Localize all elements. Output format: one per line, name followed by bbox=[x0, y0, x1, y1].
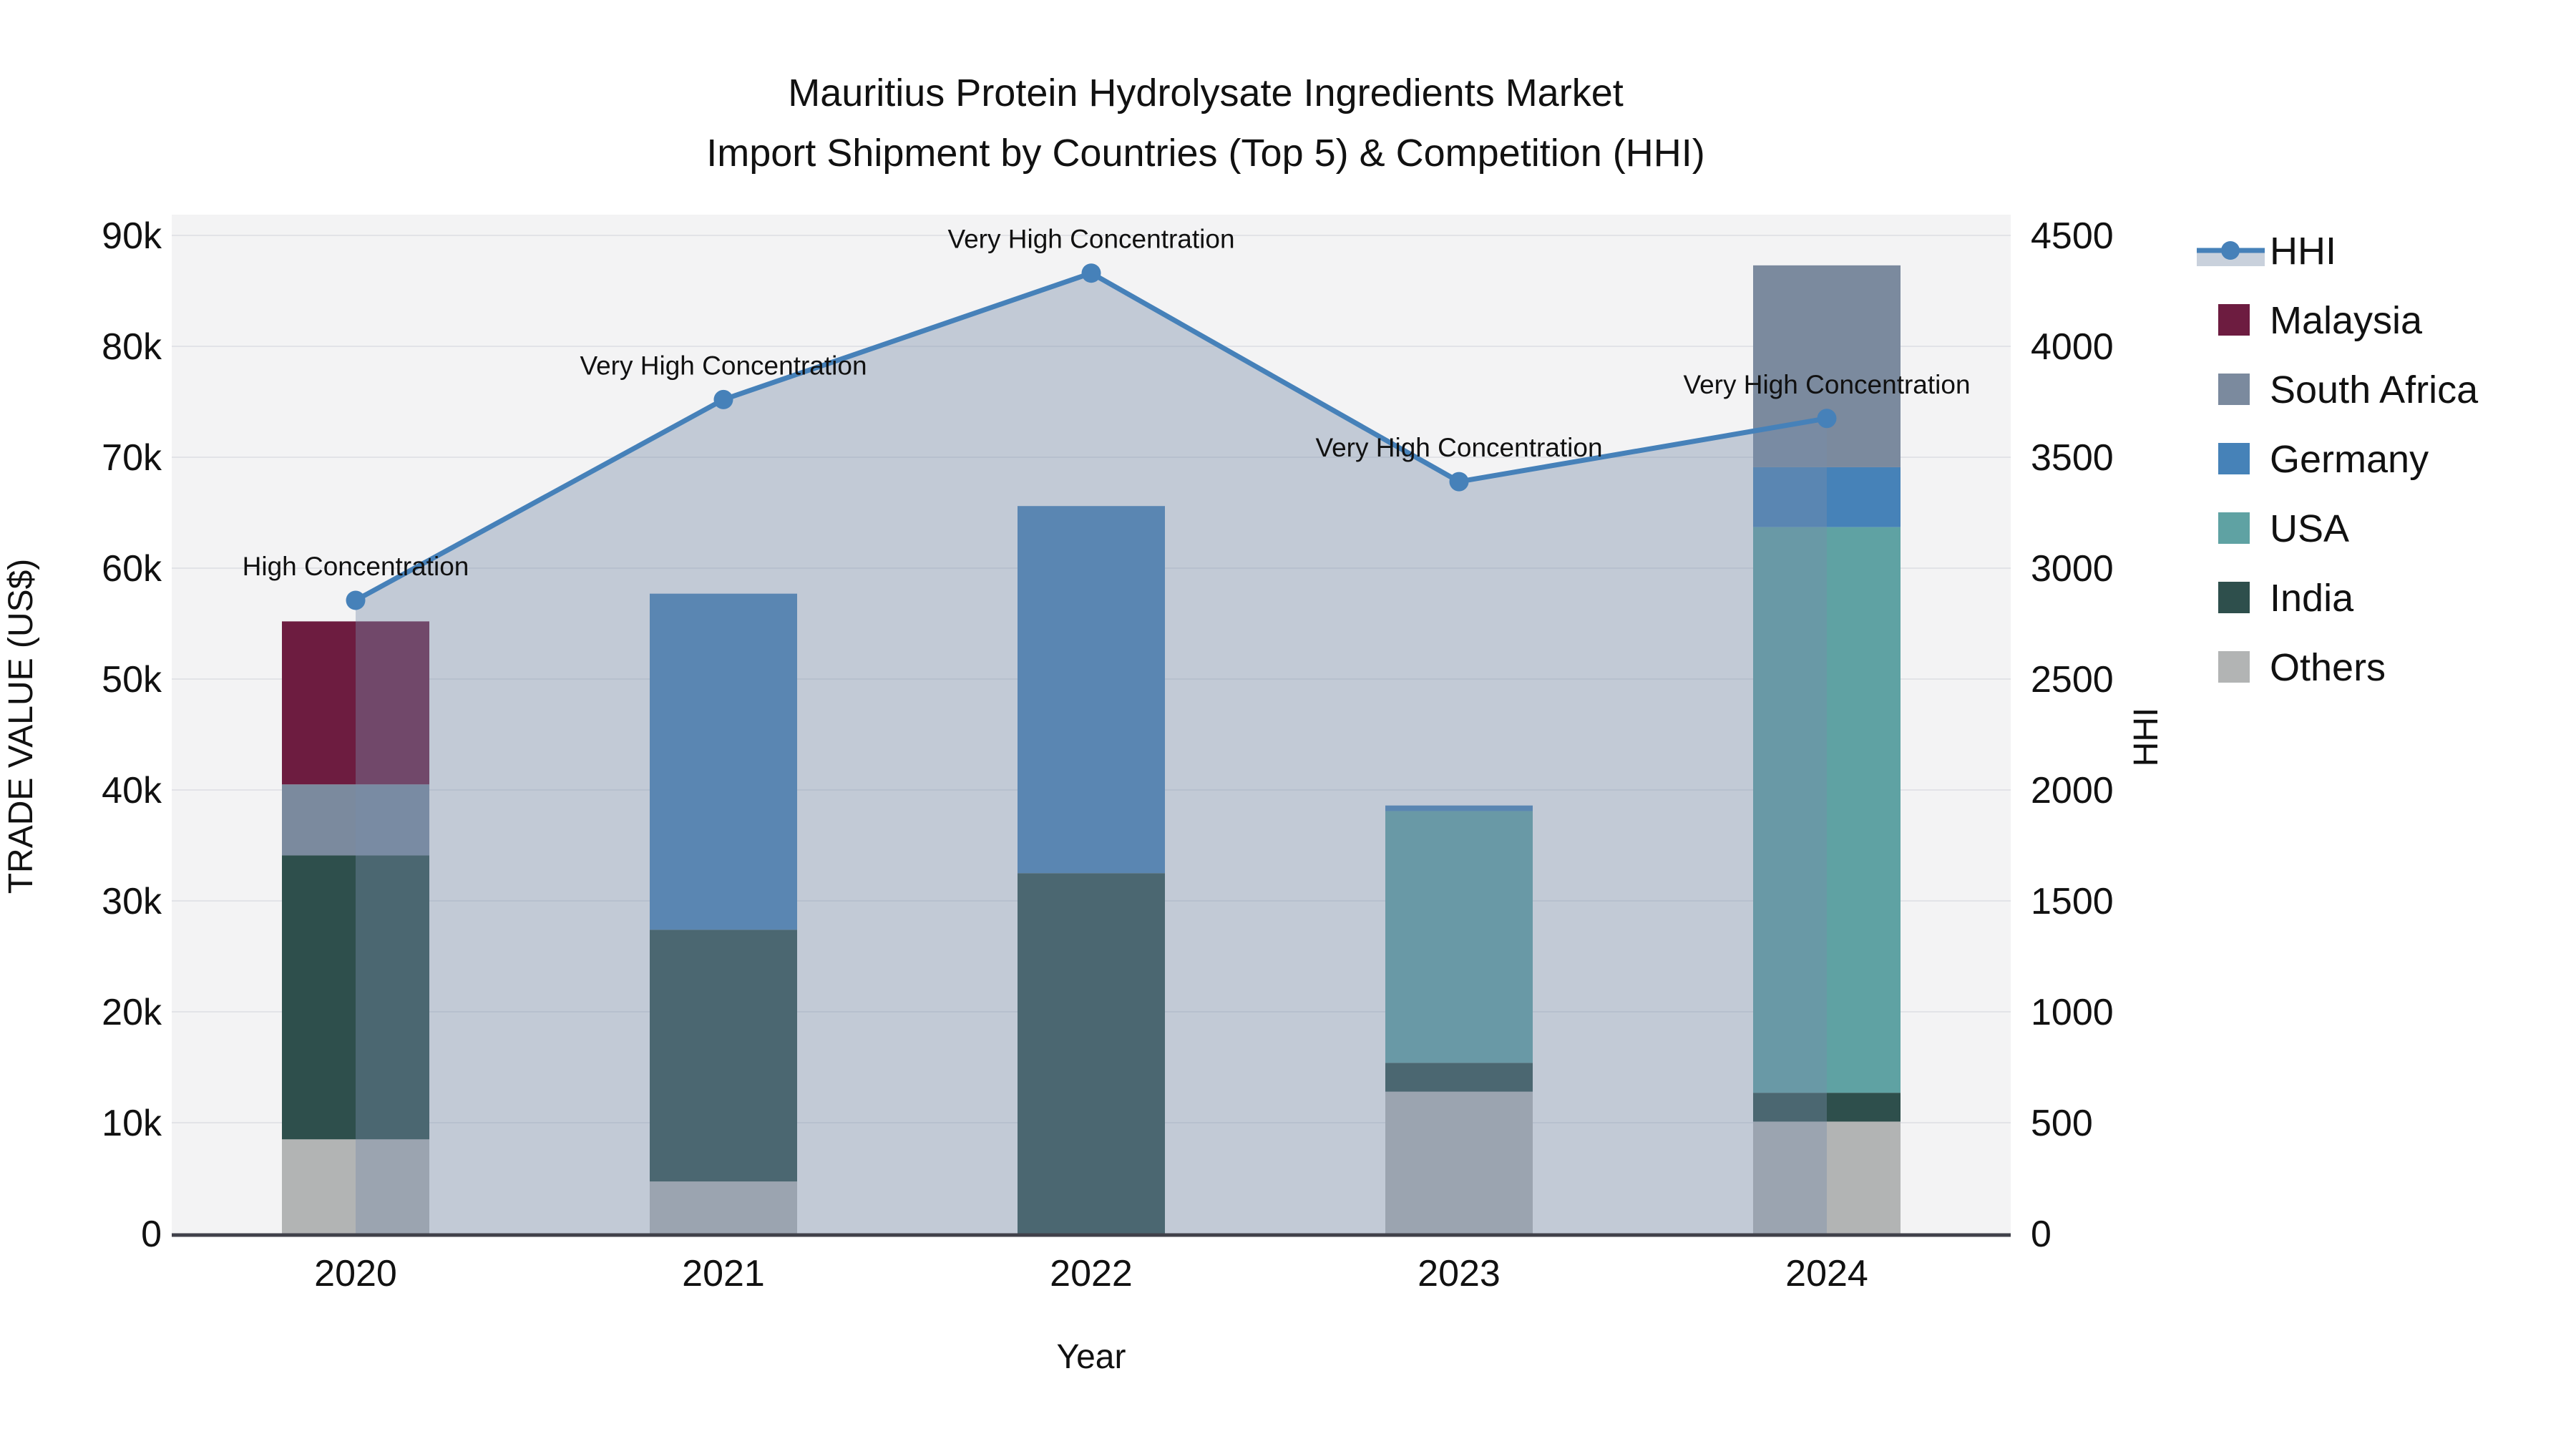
left-tick-label-30k: 30k bbox=[102, 881, 162, 922]
x-axis-title: Year bbox=[1057, 1338, 1126, 1376]
bar-segment-2021-germany[interactable] bbox=[650, 593, 797, 930]
right-tick-label-2000: 2000 bbox=[2031, 770, 2114, 811]
right-tick-label-500: 500 bbox=[2031, 1103, 2093, 1144]
legend-label-india: India bbox=[2270, 577, 2354, 620]
hhi-annotation-2024: Very High Concentration bbox=[1683, 370, 1970, 399]
left-tick-label-90k: 90k bbox=[102, 215, 162, 257]
bars-layer bbox=[282, 265, 1901, 1234]
hhi-marker-2020[interactable] bbox=[346, 590, 366, 610]
right-tick-label-4000: 4000 bbox=[2031, 326, 2114, 368]
legend-label-usa: USA bbox=[2270, 507, 2349, 550]
left-tick-label-80k: 80k bbox=[102, 326, 162, 368]
legend-swatch-india bbox=[2218, 582, 2250, 613]
left-tick-label-0: 0 bbox=[141, 1214, 162, 1255]
bar-segment-2023-usa[interactable] bbox=[1385, 811, 1533, 1063]
tick-labels-layer: 0 10k 20k 30k 40k 50k 60k 70k 80k 90k 0 500 1000 1500… bbox=[102, 215, 2114, 1294]
legend-label-south-africa: South Africa bbox=[2270, 369, 2479, 411]
hhi-marker-2024[interactable] bbox=[1817, 409, 1837, 429]
right-axis-title: HHI bbox=[2127, 708, 2165, 767]
bar-segment-2023-others[interactable] bbox=[1385, 1091, 1533, 1234]
hhi-area-layer bbox=[356, 273, 1827, 1234]
chart-title-line2: Import Shipment by Countries (Top 5) & C… bbox=[706, 132, 1705, 175]
bar-segment-2020-malaysia[interactable] bbox=[282, 621, 429, 785]
legend: HHI Malaysia South Africa Germany USA India Ot… bbox=[2197, 230, 2479, 689]
legend-item-germany[interactable]: Germany bbox=[2218, 438, 2429, 481]
right-tick-label-1500: 1500 bbox=[2031, 881, 2114, 922]
legend-label-malaysia: Malaysia bbox=[2270, 299, 2423, 342]
legend-swatch-others bbox=[2218, 651, 2250, 683]
legend-item-malaysia[interactable]: Malaysia bbox=[2218, 299, 2423, 342]
legend-swatch-usa bbox=[2218, 512, 2250, 544]
bar-segment-2023-india[interactable] bbox=[1385, 1063, 1533, 1092]
bar-segment-2020-south-africa[interactable] bbox=[282, 784, 429, 856]
annotations-layer: High Concentration Very High Concentratio… bbox=[172, 225, 2011, 1237]
left-tick-label-40k: 40k bbox=[102, 770, 162, 811]
legend-item-hhi[interactable]: HHI bbox=[2197, 230, 2336, 273]
bar-segment-2022-india[interactable] bbox=[1018, 873, 1165, 1234]
legend-item-india[interactable]: India bbox=[2218, 577, 2354, 620]
legend-swatch-malaysia bbox=[2218, 304, 2250, 336]
x-tick-label-2023: 2023 bbox=[1418, 1253, 1501, 1294]
legend-label-germany: Germany bbox=[2270, 438, 2429, 481]
left-tick-label-50k: 50k bbox=[102, 659, 162, 701]
bar-segment-2024-india[interactable] bbox=[1753, 1093, 1901, 1122]
bar-segment-2024-south-africa[interactable] bbox=[1753, 265, 1901, 467]
hhi-annotation-2022: Very High Concentration bbox=[947, 225, 1234, 254]
left-tick-label-10k: 10k bbox=[102, 1103, 162, 1144]
bar-segment-2021-india[interactable] bbox=[650, 930, 797, 1182]
bar-segment-2024-germany[interactable] bbox=[1753, 467, 1901, 527]
right-tick-label-4500: 4500 bbox=[2031, 215, 2114, 257]
x-tick-label-2024: 2024 bbox=[1785, 1253, 1868, 1294]
legend-hhi-marker-swatch bbox=[2221, 241, 2240, 260]
legend-item-usa[interactable]: USA bbox=[2218, 507, 2349, 550]
hhi-line-layer bbox=[346, 263, 1837, 610]
bar-segment-2024-usa[interactable] bbox=[1753, 527, 1901, 1093]
left-axis-title: TRADE VALUE (US$) bbox=[2, 559, 40, 894]
legend-item-south-africa[interactable]: South Africa bbox=[2218, 369, 2479, 411]
hhi-marker-2021[interactable] bbox=[713, 389, 733, 409]
chart-title-line1: Mauritius Protein Hydrolysate Ingredient… bbox=[788, 72, 1624, 114]
x-tick-label-2021: 2021 bbox=[682, 1253, 765, 1294]
bar-segment-2022-germany[interactable] bbox=[1018, 506, 1165, 874]
bar-segment-2020-india[interactable] bbox=[282, 855, 429, 1140]
hhi-annotation-2021: Very High Concentration bbox=[580, 351, 867, 380]
hhi-annotation-2020: High Concentration bbox=[243, 552, 469, 581]
right-tick-label-3000: 3000 bbox=[2031, 548, 2114, 590]
right-tick-label-0: 0 bbox=[2031, 1214, 2051, 1255]
legend-label-others: Others bbox=[2270, 646, 2386, 689]
right-tick-label-2500: 2500 bbox=[2031, 659, 2114, 701]
left-tick-label-70k: 70k bbox=[102, 437, 162, 479]
legend-label-hhi: HHI bbox=[2270, 230, 2336, 273]
left-tick-label-20k: 20k bbox=[102, 992, 162, 1033]
hhi-marker-2022[interactable] bbox=[1081, 263, 1101, 283]
x-tick-label-2022: 2022 bbox=[1050, 1253, 1133, 1294]
hhi-area-fill bbox=[356, 273, 1827, 1234]
bar-segment-2024-others[interactable] bbox=[1753, 1121, 1901, 1234]
right-tick-label-1000: 1000 bbox=[2031, 992, 2114, 1033]
hhi-annotation-2023: Very High Concentration bbox=[1315, 433, 1602, 462]
legend-swatch-south-africa bbox=[2218, 374, 2250, 405]
legend-item-others[interactable]: Others bbox=[2218, 646, 2386, 689]
hhi-marker-2023[interactable] bbox=[1449, 472, 1469, 492]
left-tick-label-60k: 60k bbox=[102, 548, 162, 590]
bar-segment-2021-others[interactable] bbox=[650, 1181, 797, 1234]
right-tick-label-3500: 3500 bbox=[2031, 437, 2114, 479]
x-tick-label-2020: 2020 bbox=[314, 1253, 397, 1294]
bar-segment-2023-germany[interactable] bbox=[1385, 805, 1533, 811]
bar-segment-2020-others[interactable] bbox=[282, 1139, 429, 1234]
legend-swatch-germany bbox=[2218, 443, 2250, 474]
